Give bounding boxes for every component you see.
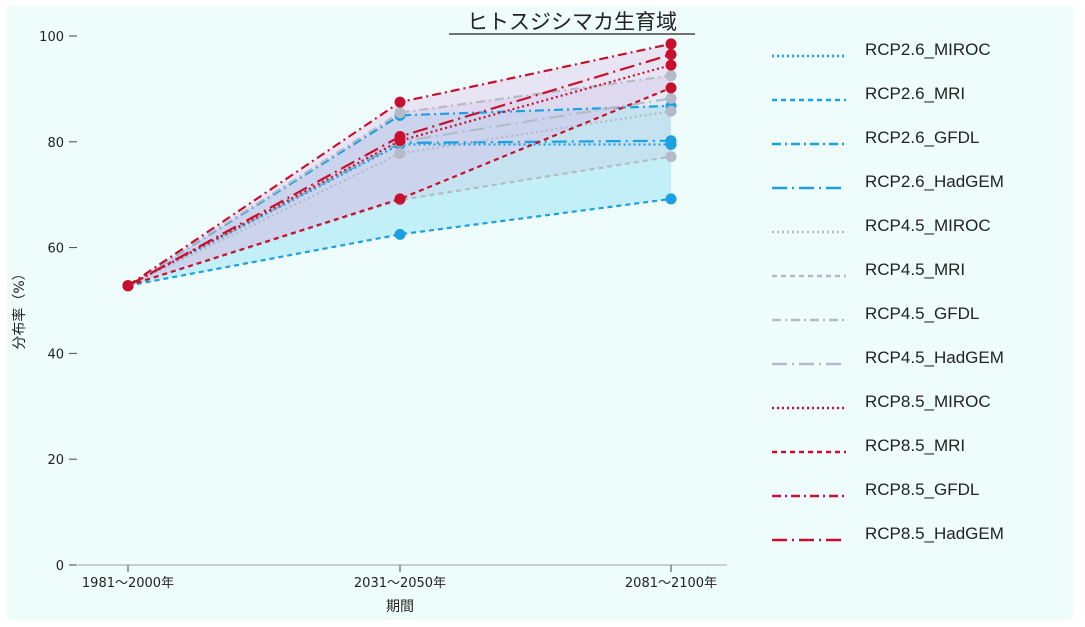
y-tick-label-100: 100 bbox=[39, 30, 64, 45]
series-line-rcp2-6-mri bbox=[127, 197, 672, 287]
legend-item-rcp8-5-gfdl: RCP8.5_GFDL bbox=[772, 480, 979, 499]
data-point-rcp2-6-mri-2 bbox=[665, 193, 677, 205]
series-line-rcp8-5-mri bbox=[127, 86, 672, 287]
data-point-rcp8-5-mri-2 bbox=[665, 82, 677, 94]
series-layer bbox=[122, 38, 677, 292]
legend-label-rcp4-5-gfdl: RCP4.5_GFDL bbox=[865, 304, 979, 323]
legend: RCP2.6_MIROC RCP2.6_MRI RCP2.6_GFDL RCP2.6_… bbox=[772, 40, 1004, 543]
series-line-rcp2-6-gfdl bbox=[127, 104, 672, 287]
x-tick-label-0: 1981～2000年 bbox=[82, 576, 174, 591]
y-tick-label-80: 80 bbox=[47, 136, 64, 151]
chart-title: ヒトスジシマカ生育域 bbox=[467, 10, 677, 34]
band-rcp45 bbox=[128, 75, 671, 286]
legend-label-rcp8-5-mri: RCP8.5_MRI bbox=[865, 436, 965, 455]
x-tick-label-2: 2081～2100年 bbox=[625, 576, 717, 591]
data-point-rcp4-5-hadgem-2 bbox=[665, 92, 677, 104]
legend-item-rcp4-5-gfdl: RCP4.5_GFDL bbox=[772, 304, 979, 323]
data-point-rcp4-5-miroc-1 bbox=[394, 147, 406, 159]
data-point-rcp8-5-hadgem-1 bbox=[394, 131, 406, 143]
x-tick-label-1: 2031～2050年 bbox=[354, 576, 446, 591]
legend-item-rcp8-5-miroc: RCP8.5_MIROC bbox=[772, 392, 991, 411]
legend-label-rcp2-6-mri: RCP2.6_MRI bbox=[865, 84, 965, 103]
legend-item-rcp8-5-hadgem: RCP8.5_HadGEM bbox=[772, 524, 1004, 543]
legend-label-rcp4-5-hadgem: RCP4.5_HadGEM bbox=[865, 348, 1004, 367]
data-point-rcp2-6-hadgem-2 bbox=[665, 135, 677, 147]
data-point-rcp4-5-miroc-2 bbox=[665, 105, 677, 117]
data-point-rcp8-5-mri-1 bbox=[394, 193, 406, 205]
legend-item-rcp2-6-hadgem: RCP2.6_HadGEM bbox=[772, 172, 1004, 191]
y-tick-label-60: 60 bbox=[47, 242, 64, 257]
legend-item-rcp8-5-mri: RCP8.5_MRI bbox=[772, 436, 965, 455]
data-point-rcp8-5-miroc-2 bbox=[665, 59, 677, 71]
legend-item-rcp4-5-miroc: RCP4.5_MIROC bbox=[772, 216, 991, 235]
legend-label-rcp2-6-miroc: RCP2.6_MIROC bbox=[865, 40, 991, 59]
legend-label-rcp2-6-gfdl: RCP2.6_GFDL bbox=[865, 128, 979, 147]
data-point-rcp8-5-gfdl-1 bbox=[394, 96, 406, 108]
legend-label-rcp4-5-miroc: RCP4.5_MIROC bbox=[865, 216, 991, 235]
legend-label-rcp4-5-mri: RCP4.5_MRI bbox=[865, 260, 965, 279]
legend-item-rcp2-6-gfdl: RCP2.6_GFDL bbox=[772, 128, 979, 147]
axes: 0 20 40 60 80 100 1981～2000年 2031～2050年 2081～210… bbox=[39, 30, 727, 591]
data-point-rcp2-6-mri-1 bbox=[394, 228, 406, 240]
chart-background bbox=[7, 6, 1073, 620]
y-tick-label-20: 20 bbox=[47, 453, 64, 468]
data-point-rcp4-5-gfdl-2 bbox=[665, 70, 677, 82]
band-rcp85 bbox=[128, 43, 671, 286]
y-tick-label-40: 40 bbox=[47, 347, 64, 362]
y-tick-label-0: 0 bbox=[56, 559, 64, 574]
legend-item-rcp4-5-mri: RCP4.5_MRI bbox=[772, 260, 965, 279]
data-point-rcp4-5-mri-2 bbox=[665, 151, 677, 163]
legend-label-rcp8-5-hadgem: RCP8.5_HadGEM bbox=[865, 524, 1004, 543]
series-line-rcp8-5-miroc bbox=[127, 64, 672, 287]
data-point-rcp8-5-hadgem-0 bbox=[122, 280, 134, 292]
x-axis-title: 期間 bbox=[386, 599, 414, 615]
data-point-rcp8-5-gfdl-2 bbox=[665, 38, 677, 50]
legend-label-rcp8-5-gfdl: RCP8.5_GFDL bbox=[865, 480, 979, 499]
series-line-rcp4-5-mri bbox=[127, 155, 672, 287]
legend-label-rcp8-5-miroc: RCP8.5_MIROC bbox=[865, 392, 991, 411]
data-point-rcp4-5-gfdl-1 bbox=[394, 107, 406, 119]
legend-item-rcp2-6-mri: RCP2.6_MRI bbox=[772, 84, 965, 103]
data-point-rcp8-5-hadgem-2 bbox=[665, 49, 677, 61]
legend-label-rcp2-6-hadgem: RCP2.6_HadGEM bbox=[865, 172, 1004, 191]
legend-item-rcp2-6-miroc: RCP2.6_MIROC bbox=[772, 40, 991, 59]
y-axis-title: 分布率（%） bbox=[11, 266, 28, 349]
legend-item-rcp4-5-hadgem: RCP4.5_HadGEM bbox=[772, 348, 1004, 367]
